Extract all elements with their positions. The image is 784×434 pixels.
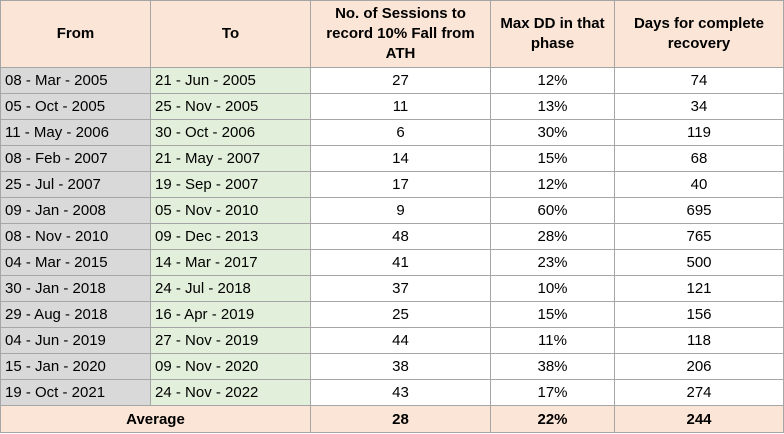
recovery-days-cell: 68 [614,145,784,172]
table-row: 04 - Mar - 2015 14 - Mar - 2017 41 23% 500 [0,249,784,276]
from-date-cell: 04 - Mar - 2015 [0,249,151,276]
to-date-cell: 27 - Nov - 2019 [150,327,311,354]
table-row: 08 - Mar - 2005 21 - Jun - 2005 27 12% 74 [0,67,784,94]
sessions-cell: 38 [310,353,491,380]
sessions-cell: 11 [310,93,491,120]
to-date-cell: 09 - Nov - 2020 [150,353,311,380]
from-date-cell: 04 - Jun - 2019 [0,327,151,354]
max-dd-cell: 15% [490,145,615,172]
average-recovery-days: 244 [614,405,784,433]
header-from: From [0,0,151,68]
recovery-days-cell: 34 [614,93,784,120]
from-date-cell: 15 - Jan - 2020 [0,353,151,380]
recovery-days-cell: 119 [614,119,784,146]
table-row: 29 - Aug - 2018 16 - Apr - 2019 25 15% 156 [0,301,784,328]
table-row: 30 - Jan - 2018 24 - Jul - 2018 37 10% 121 [0,275,784,302]
to-date-cell: 24 - Nov - 2022 [150,379,311,406]
recovery-days-cell: 74 [614,67,784,94]
recovery-days-cell: 156 [614,301,784,328]
max-dd-cell: 28% [490,223,615,250]
max-dd-cell: 12% [490,67,615,94]
recovery-days-cell: 118 [614,327,784,354]
sessions-cell: 43 [310,379,491,406]
from-date-cell: 09 - Jan - 2008 [0,197,151,224]
average-label: Average [0,405,311,433]
sessions-cell: 44 [310,327,491,354]
table-row: 08 - Nov - 2010 09 - Dec - 2013 48 28% 765 [0,223,784,250]
from-date-cell: 29 - Aug - 2018 [0,301,151,328]
to-date-cell: 05 - Nov - 2010 [150,197,311,224]
to-date-cell: 21 - May - 2007 [150,145,311,172]
to-date-cell: 24 - Jul - 2018 [150,275,311,302]
header-sessions: No. of Sessions to record 10% Fall from … [310,0,491,68]
header-row: From To No. of Sessions to record 10% Fa… [0,0,784,68]
table-row: 11 - May - 2006 30 - Oct - 2006 6 30% 119 [0,119,784,146]
from-date-cell: 05 - Oct - 2005 [0,93,151,120]
max-dd-cell: 10% [490,275,615,302]
sessions-cell: 14 [310,145,491,172]
max-dd-cell: 13% [490,93,615,120]
sessions-cell: 6 [310,119,491,146]
to-date-cell: 16 - Apr - 2019 [150,301,311,328]
recovery-days-cell: 765 [614,223,784,250]
max-dd-cell: 60% [490,197,615,224]
average-row: Average 28 22% 244 [0,405,784,433]
to-date-cell: 21 - Jun - 2005 [150,67,311,94]
table-row: 19 - Oct - 2021 24 - Nov - 2022 43 17% 274 [0,379,784,406]
to-date-cell: 30 - Oct - 2006 [150,119,311,146]
to-date-cell: 19 - Sep - 2007 [150,171,311,198]
from-date-cell: 25 - Jul - 2007 [0,171,151,198]
sessions-cell: 25 [310,301,491,328]
max-dd-cell: 30% [490,119,615,146]
sessions-cell: 9 [310,197,491,224]
from-date-cell: 19 - Oct - 2021 [0,379,151,406]
to-date-cell: 09 - Dec - 2013 [150,223,311,250]
from-date-cell: 08 - Feb - 2007 [0,145,151,172]
recovery-days-cell: 40 [614,171,784,198]
average-sessions: 28 [310,405,491,433]
table-row: 25 - Jul - 2007 19 - Sep - 2007 17 12% 40 [0,171,784,198]
to-date-cell: 14 - Mar - 2017 [150,249,311,276]
sessions-cell: 48 [310,223,491,250]
header-to: To [150,0,311,68]
recovery-days-cell: 274 [614,379,784,406]
sessions-cell: 37 [310,275,491,302]
max-dd-cell: 12% [490,171,615,198]
sessions-cell: 41 [310,249,491,276]
table-row: 05 - Oct - 2005 25 - Nov - 2005 11 13% 34 [0,93,784,120]
table-row: 15 - Jan - 2020 09 - Nov - 2020 38 38% 206 [0,353,784,380]
max-dd-cell: 15% [490,301,615,328]
max-dd-cell: 23% [490,249,615,276]
recovery-days-cell: 206 [614,353,784,380]
max-dd-cell: 11% [490,327,615,354]
recovery-days-cell: 500 [614,249,784,276]
recovery-days-cell: 121 [614,275,784,302]
sessions-cell: 17 [310,171,491,198]
sessions-cell: 27 [310,67,491,94]
table-row: 04 - Jun - 2019 27 - Nov - 2019 44 11% 118 [0,327,784,354]
to-date-cell: 25 - Nov - 2005 [150,93,311,120]
average-max-dd: 22% [490,405,615,433]
from-date-cell: 08 - Mar - 2005 [0,67,151,94]
header-recovery-days: Days for complete recovery [614,0,784,68]
max-dd-cell: 38% [490,353,615,380]
header-max-dd: Max DD in that phase [490,0,615,68]
table-row: 09 - Jan - 2008 05 - Nov - 2010 9 60% 695 [0,197,784,224]
from-date-cell: 11 - May - 2006 [0,119,151,146]
table-row: 08 - Feb - 2007 21 - May - 2007 14 15% 68 [0,145,784,172]
from-date-cell: 08 - Nov - 2010 [0,223,151,250]
recovery-days-cell: 695 [614,197,784,224]
max-dd-cell: 17% [490,379,615,406]
from-date-cell: 30 - Jan - 2018 [0,275,151,302]
